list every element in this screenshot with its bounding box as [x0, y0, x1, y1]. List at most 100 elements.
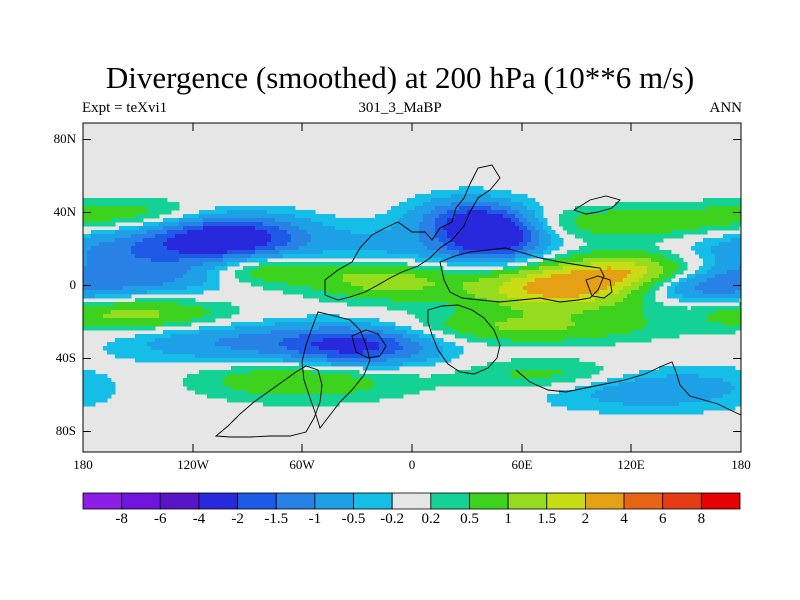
field-cell [519, 194, 524, 199]
field-cell [115, 206, 120, 211]
field-cell [299, 222, 304, 227]
field-cell [643, 314, 648, 319]
field-cell [203, 270, 208, 275]
field-cell [731, 234, 736, 239]
field-cell [451, 206, 456, 211]
field-cell [579, 290, 584, 295]
field-cell [555, 310, 560, 315]
field-cell [703, 262, 708, 267]
field-cell [375, 326, 380, 331]
field-cell [663, 310, 668, 315]
field-cell [155, 210, 160, 215]
field-cell [187, 278, 192, 283]
field-cell [711, 282, 716, 287]
field-cell [667, 294, 672, 299]
field-cell [207, 210, 212, 215]
field-cell [699, 314, 704, 319]
field-cell [355, 270, 360, 275]
field-cell [435, 318, 440, 323]
field-cell [291, 246, 296, 251]
field-cell [371, 226, 376, 231]
field-cell [579, 330, 584, 335]
field-cell [227, 242, 232, 247]
field-cell [531, 262, 536, 267]
field-cell [527, 278, 532, 283]
field-cell [319, 330, 324, 335]
field-cell [731, 278, 736, 283]
field-cell [415, 218, 420, 223]
field-cell [715, 202, 720, 207]
field-cell [715, 270, 720, 275]
field-cell [95, 318, 100, 323]
field-cell [735, 222, 740, 227]
field-cell [719, 310, 724, 315]
field-cell [527, 234, 532, 239]
field-cell [511, 322, 516, 327]
field-cell [503, 306, 508, 311]
field-cell [199, 250, 204, 255]
field-cell [391, 254, 396, 259]
field-cell [507, 218, 512, 223]
field-cell [639, 290, 644, 295]
field-cell [107, 274, 112, 279]
field-cell [527, 218, 532, 223]
field-cell [267, 210, 272, 215]
field-cell [711, 314, 716, 319]
field-cell [307, 234, 312, 239]
field-cell [191, 338, 196, 343]
field-cell [135, 338, 140, 343]
field-cell [259, 338, 264, 343]
field-cell [283, 250, 288, 255]
field-cell [663, 222, 668, 227]
field-cell [595, 310, 600, 315]
field-cell [407, 330, 412, 335]
field-cell [131, 338, 136, 343]
field-cell [651, 294, 656, 299]
field-cell [511, 286, 516, 291]
field-cell [415, 242, 420, 247]
field-cell [167, 290, 172, 295]
field-cell [395, 246, 400, 251]
field-cell [459, 306, 464, 311]
field-cell [135, 306, 140, 311]
field-cell [215, 282, 220, 287]
field-cell [683, 218, 688, 223]
field-cell [431, 290, 436, 295]
field-cell [187, 242, 192, 247]
field-cell [103, 270, 108, 275]
field-cell [199, 210, 204, 215]
field-cell [435, 194, 440, 199]
field-cell [123, 278, 128, 283]
field-cell [679, 290, 684, 295]
field-cell [479, 306, 484, 311]
field-cell [707, 326, 712, 331]
field-cell [219, 266, 224, 271]
field-cell [419, 214, 424, 219]
field-cell [179, 322, 184, 327]
field-cell [91, 254, 96, 259]
field-cell [479, 294, 484, 299]
field-cell [523, 214, 528, 219]
field-cell [151, 210, 156, 215]
field-cell [651, 314, 656, 319]
field-cell [315, 290, 320, 295]
field-cell [367, 234, 372, 239]
field-cell [295, 330, 300, 335]
field-cell [483, 218, 488, 223]
field-cell [255, 246, 260, 251]
field-cell [111, 234, 116, 239]
field-cell [655, 286, 660, 291]
field-cell [283, 270, 288, 275]
field-cell [143, 282, 148, 287]
field-cell [575, 274, 580, 279]
field-cell [599, 318, 604, 323]
field-cell [451, 242, 456, 247]
field-cell [483, 290, 488, 295]
field-cell [391, 210, 396, 215]
field-cell [319, 222, 324, 227]
field-cell [719, 278, 724, 283]
field-cell [451, 202, 456, 207]
field-cell [287, 242, 292, 247]
field-cell [115, 214, 120, 219]
field-cell [387, 246, 392, 251]
